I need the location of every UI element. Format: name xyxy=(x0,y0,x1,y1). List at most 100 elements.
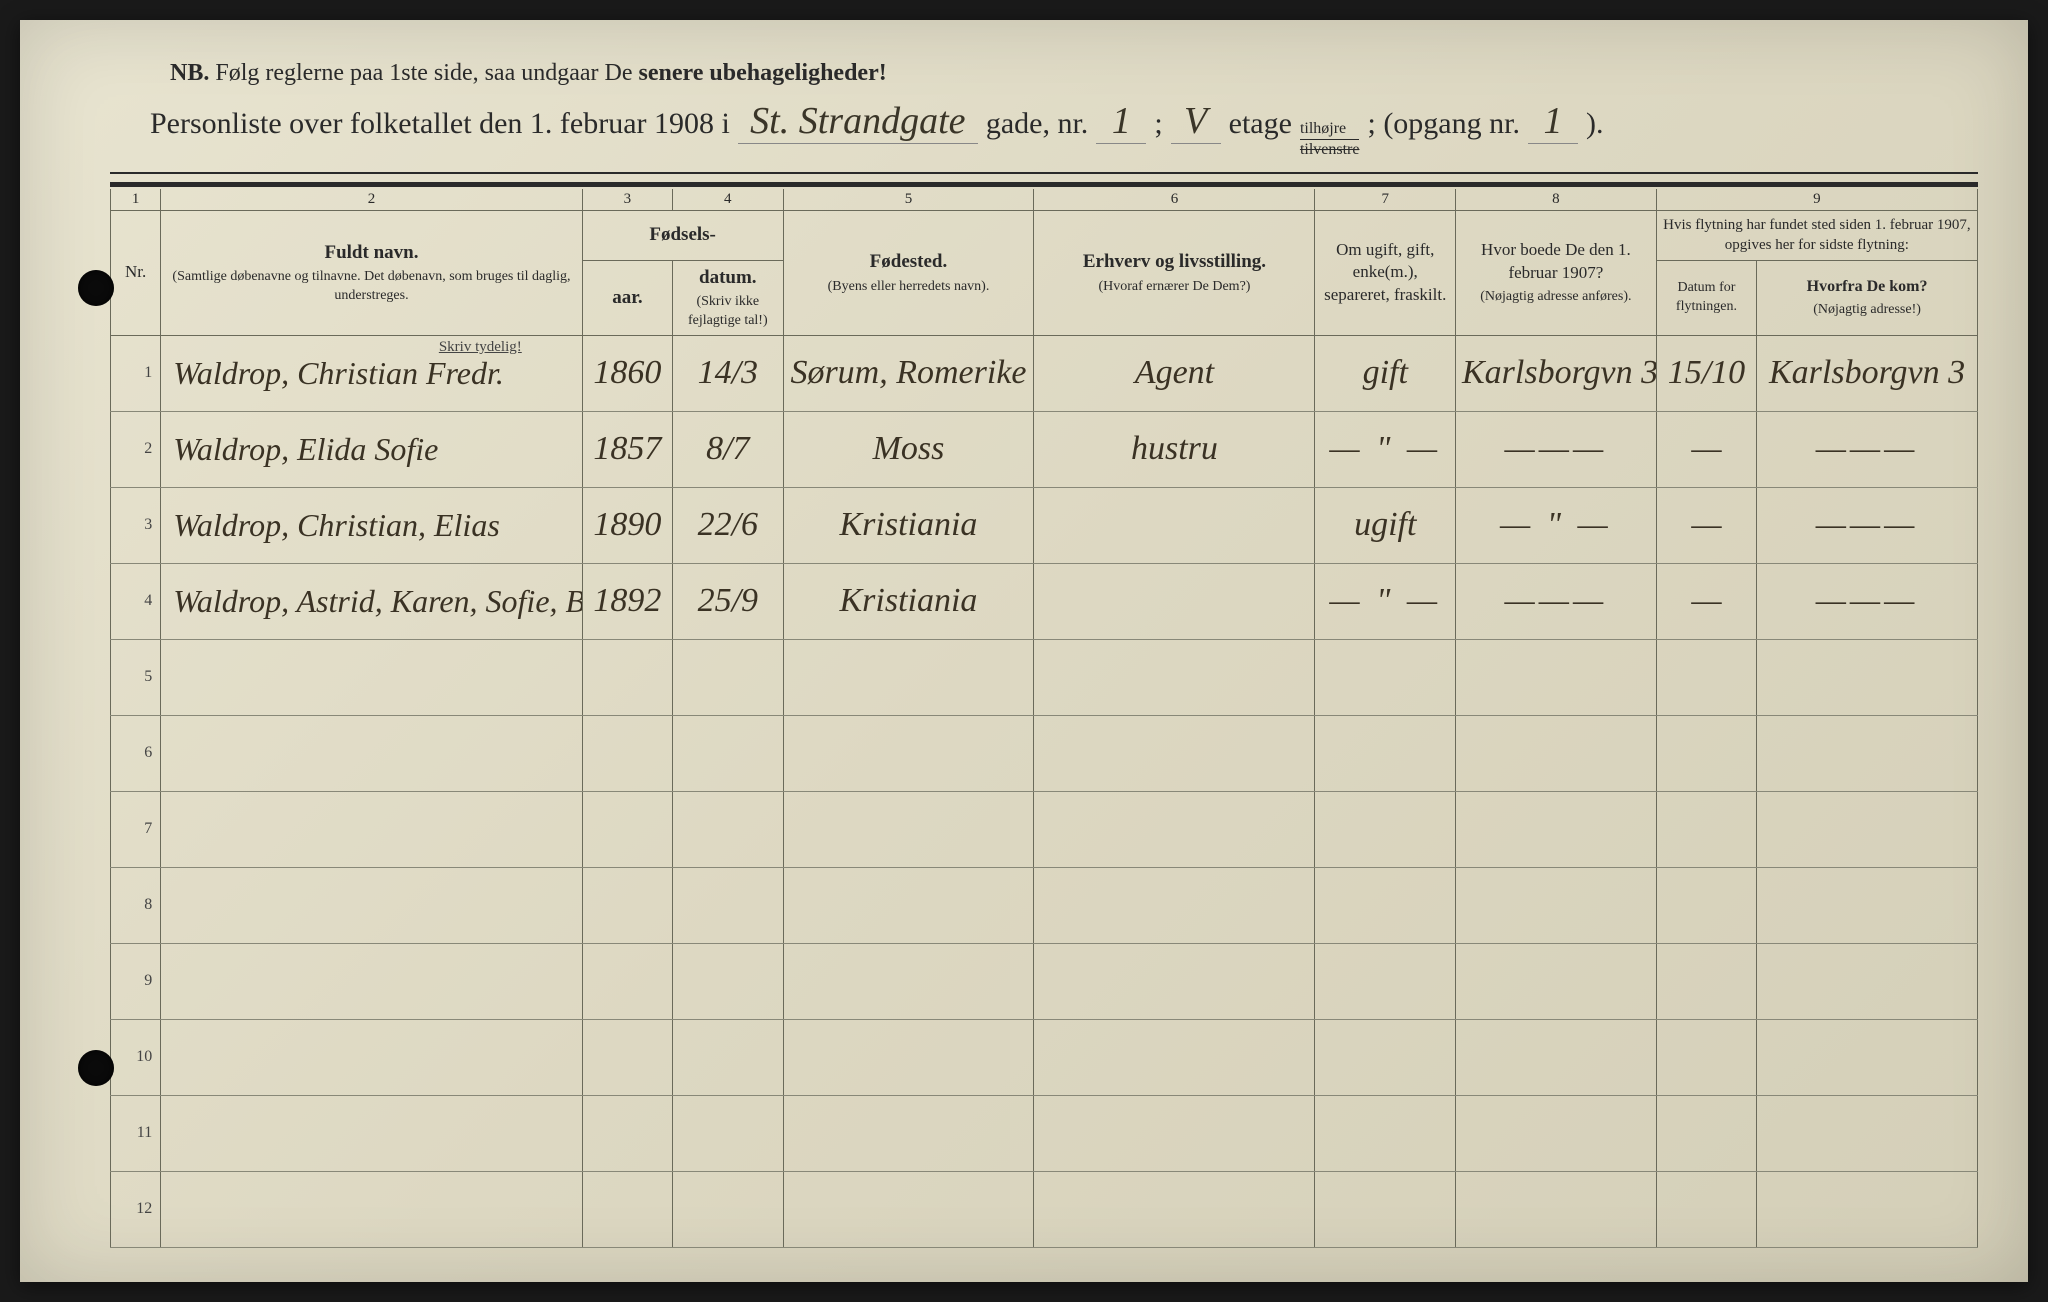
table-header: 1 2 3 4 5 6 7 8 9 Nr. Fuldt navn. (Samtl… xyxy=(111,189,1978,335)
cell-addr1907: ——— xyxy=(1456,563,1657,639)
cell-place: Kristiania xyxy=(783,563,1034,639)
cell-name xyxy=(161,791,583,867)
cell-movedate xyxy=(1656,1171,1756,1247)
cell-place: Kristiania xyxy=(783,487,1034,563)
cell-movedate xyxy=(1656,943,1756,1019)
row-nr: 7 xyxy=(111,791,161,867)
side-top: tilhøjre xyxy=(1300,121,1360,140)
row-nr: 6 xyxy=(111,715,161,791)
title-etage: etage xyxy=(1229,107,1292,141)
title-semicolon: ; xyxy=(1154,107,1162,141)
cell-year: 1892 xyxy=(582,563,672,639)
cell-date: 14/3 xyxy=(673,335,783,411)
colnum-6: 6 xyxy=(1034,189,1315,211)
cell-place xyxy=(783,943,1034,1019)
cell-occupation xyxy=(1034,1171,1315,1247)
nb-warning-line: NB. Følg reglerne paa 1ste side, saa und… xyxy=(110,60,1978,87)
row-nr: v3 xyxy=(111,487,161,563)
cell-from xyxy=(1757,1019,1978,1095)
colnum-4: 4 xyxy=(673,189,783,211)
hdr-1907-text: Hvor boede De den 1. februar 1907? xyxy=(1481,240,1631,282)
cell-name xyxy=(161,715,583,791)
cell-name xyxy=(161,1171,583,1247)
cell-date xyxy=(673,639,783,715)
cell-marital xyxy=(1315,867,1456,943)
row-nr: O1 xyxy=(111,335,161,411)
skriv-tydelig-label: Skriv tydelig! xyxy=(439,337,522,357)
cell-movedate xyxy=(1656,1019,1756,1095)
hdr-aar-bold: aar. xyxy=(612,287,642,308)
hdr-erhverv: Erhverv og livsstilling. (Hvoraf ernærer… xyxy=(1034,211,1315,336)
cell-from xyxy=(1757,791,1978,867)
table-body: O1Waldrop, Christian Fredr.186014/3Sørum… xyxy=(111,335,1978,1247)
cell-year xyxy=(582,1095,672,1171)
cell-movedate xyxy=(1656,791,1756,867)
cell-year xyxy=(582,715,672,791)
hdr-erhverv-sub: (Hvoraf ernærer De Dem?) xyxy=(1040,278,1308,297)
cell-marital xyxy=(1315,943,1456,1019)
cell-name xyxy=(161,1019,583,1095)
cell-marital: — " — xyxy=(1315,411,1456,487)
cell-place xyxy=(783,1095,1034,1171)
cell-year xyxy=(582,1171,672,1247)
cell-from xyxy=(1757,1171,1978,1247)
nb-prefix: NB. xyxy=(170,60,209,86)
cell-year xyxy=(582,943,672,1019)
cell-from: Karlsborgvn 3 xyxy=(1757,335,1978,411)
cell-addr1907 xyxy=(1456,867,1657,943)
hdr-datum: datum. (Skriv ikke fejlagtige tal!) xyxy=(673,260,783,335)
cell-from: ——— xyxy=(1757,487,1978,563)
cell-date: 22/6 xyxy=(673,487,783,563)
table-row: v2Waldrop, Elida Sofie18578/7Mosshustru—… xyxy=(111,411,1978,487)
cell-movedate: 15/10 xyxy=(1656,335,1756,411)
table-row: 6 xyxy=(111,715,1978,791)
cell-from: ——— xyxy=(1757,411,1978,487)
side-fraction: tilhøjre tilvenstre xyxy=(1300,121,1360,158)
cell-marital xyxy=(1315,1095,1456,1171)
cell-date xyxy=(673,1171,783,1247)
cell-date: 25/9 xyxy=(673,563,783,639)
hdr-fodested-sub: (Byens eller herredets navn). xyxy=(790,278,1028,297)
cell-occupation xyxy=(1034,639,1315,715)
row-nr: 11 xyxy=(111,1095,161,1171)
cell-marital xyxy=(1315,791,1456,867)
cell-addr1907 xyxy=(1456,1019,1657,1095)
table-row: v3Waldrop, Christian, Elias189022/6Krist… xyxy=(111,487,1978,563)
cell-place: Sørum, Romerike xyxy=(783,335,1034,411)
opgang-nr-field: 1 xyxy=(1528,99,1578,144)
cell-name xyxy=(161,639,583,715)
cell-name xyxy=(161,1095,583,1171)
cell-name: Waldrop, Christian, Elias xyxy=(161,487,583,563)
hdr-fodested-bold: Fødested. xyxy=(870,251,948,272)
cell-occupation xyxy=(1034,1095,1315,1171)
cell-place xyxy=(783,867,1034,943)
row-nr: 5 xyxy=(111,639,161,715)
cell-year: 1890 xyxy=(582,487,672,563)
house-nr-field: 1 xyxy=(1096,99,1146,144)
hdr-move-from: Hvorfra De kom? (Nøjagtig adresse!) xyxy=(1757,260,1978,335)
floor-nr-field: V xyxy=(1171,99,1221,144)
cell-year: 1860 xyxy=(582,335,672,411)
cell-movedate xyxy=(1656,1095,1756,1171)
column-number-row: 1 2 3 4 5 6 7 8 9 xyxy=(111,189,1978,211)
cell-occupation xyxy=(1034,867,1315,943)
nb-bold: senere ubehageligheder! xyxy=(639,60,887,86)
hdr-move-date: Datum for flytningen. xyxy=(1656,260,1756,335)
punch-hole-icon xyxy=(78,1050,114,1086)
census-table: 1 2 3 4 5 6 7 8 9 Nr. Fuldt navn. (Samtl… xyxy=(110,189,1978,1248)
cell-place xyxy=(783,1171,1034,1247)
colnum-3: 3 xyxy=(582,189,672,211)
title-prefix: Personliste over folketallet den 1. febr… xyxy=(150,107,730,141)
cell-place xyxy=(783,715,1034,791)
cell-name: Waldrop, Elida Sofie xyxy=(161,411,583,487)
colnum-5: 5 xyxy=(783,189,1034,211)
cell-date xyxy=(673,943,783,1019)
census-form-page: NB. Følg reglerne paa 1ste side, saa und… xyxy=(20,20,2028,1282)
table-row: 12 xyxy=(111,1171,1978,1247)
colnum-7: 7 xyxy=(1315,189,1456,211)
cell-movedate: — xyxy=(1656,563,1756,639)
hdr-name: Fuldt navn. (Samtlige døbenavne og tilna… xyxy=(161,211,583,336)
hdr-move-intro: Hvis flytning har fundet sted siden 1. f… xyxy=(1656,211,1977,261)
cell-name: Waldrop, Astrid, Karen, Sofie, Bolette xyxy=(161,563,583,639)
cell-from: ——— xyxy=(1757,563,1978,639)
